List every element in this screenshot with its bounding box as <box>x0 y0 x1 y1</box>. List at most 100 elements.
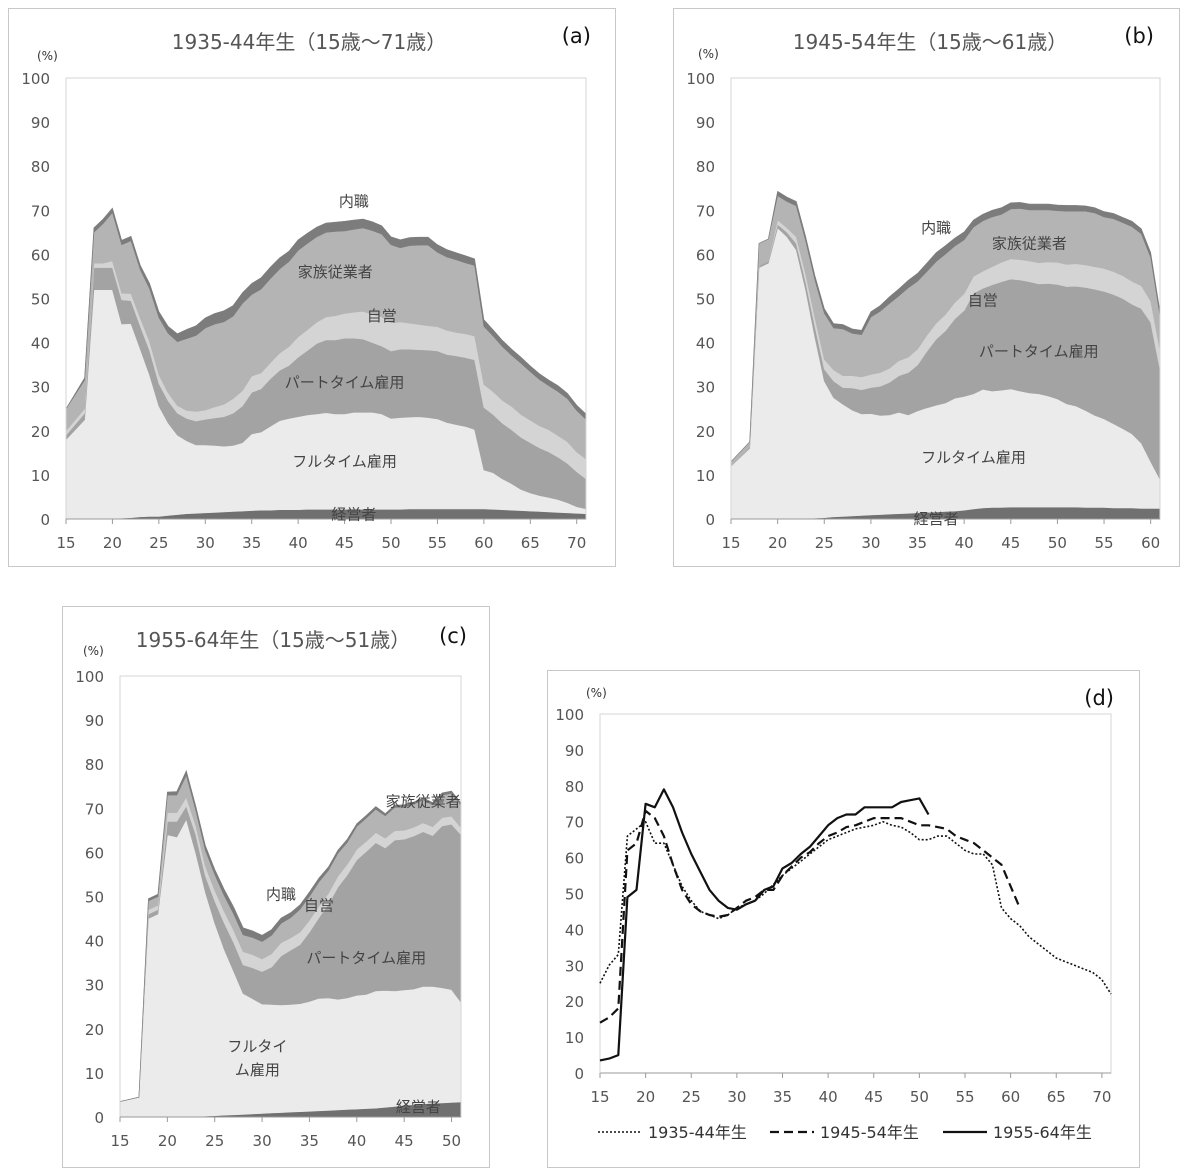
x-tick-label: 50 <box>910 1088 929 1106</box>
chart-d: 0 10 20 30 40 50 60 70 80 90 100 15 20 25 30 35 40 45 50 55… <box>555 686 1114 1142</box>
y-tick-label: 80 <box>31 158 50 176</box>
y-tick-label: 0 <box>705 511 715 529</box>
y-tick-label: 60 <box>696 246 715 264</box>
series-line-0 <box>599 820 1112 995</box>
area-label: 自営 <box>304 896 334 914</box>
y-tick-label: 0 <box>40 511 50 529</box>
area-label: 経営者 <box>396 1098 441 1116</box>
y-tick-label: 0 <box>574 1065 584 1083</box>
x-tick-label: 55 <box>1094 534 1113 552</box>
chart-title: 1955-64年生（15歳～51歳） <box>136 628 410 652</box>
y-tick-label: 60 <box>85 844 104 862</box>
x-tick-label: 25 <box>149 534 168 552</box>
y-tick-label: 90 <box>85 712 104 730</box>
area-label: パートタイム雇用 <box>285 373 405 391</box>
x-tick-label: 45 <box>1001 534 1020 552</box>
x-tick-label: 50 <box>381 534 400 552</box>
panel-label: (c) <box>439 624 467 648</box>
y-tick-label: 90 <box>565 742 584 760</box>
area-label: フルタイ <box>227 1037 287 1055</box>
y-tick-label: 60 <box>565 850 584 868</box>
y-tick-label: 20 <box>31 423 50 441</box>
x-tick-label: 70 <box>567 534 586 552</box>
area-label: 経営者 <box>331 506 376 524</box>
x-tick-label: 55 <box>955 1088 974 1106</box>
x-tick-label: 40 <box>289 534 308 552</box>
y-tick-label: 0 <box>94 1109 104 1127</box>
y-tick-label: 40 <box>85 933 104 951</box>
series-line-2 <box>599 788 930 1062</box>
y-axis-unit: (%) <box>586 686 607 700</box>
x-tick-label: 35 <box>908 534 927 552</box>
y-tick-label: 80 <box>696 158 715 176</box>
x-tick-label: 20 <box>158 1132 177 1150</box>
x-tick-label: 15 <box>110 1132 129 1150</box>
area-label: 内職 <box>339 192 369 210</box>
y-tick-label: 40 <box>696 335 715 353</box>
chart-panel-a: 0 10 20 30 40 50 60 70 80 90 100 15 20 25 30 35 40 45 50 55… <box>8 8 616 567</box>
y-tick-label: 80 <box>85 756 104 774</box>
y-tick-label: 70 <box>31 202 50 220</box>
legend-label: 1935-44年生 <box>648 1123 747 1142</box>
chart-b: 0 10 20 30 40 50 60 70 80 90 100 15 20 25 30 35 40 45 50 55… <box>686 24 1161 552</box>
x-tick-label: 15 <box>721 534 740 552</box>
x-tick-label: 15 <box>56 534 75 552</box>
panel-label: (a) <box>562 24 591 48</box>
x-tick-label: 20 <box>103 534 122 552</box>
x-tick-label: 65 <box>1047 1088 1066 1106</box>
chart-panel-d: 0 10 20 30 40 50 60 70 80 90 100 15 20 25 30 35 40 45 50 55… <box>547 670 1140 1168</box>
area-label: 内職 <box>921 219 951 237</box>
area-label: 自営 <box>367 307 397 325</box>
x-tick-label: 45 <box>395 1132 414 1150</box>
y-tick-label: 20 <box>696 423 715 441</box>
y-tick-label: 90 <box>696 114 715 132</box>
y-tick-label: 50 <box>696 291 715 309</box>
panel-label: (d) <box>1084 686 1114 710</box>
x-tick-label: 35 <box>242 534 261 552</box>
area-label: パートタイム雇用 <box>979 342 1099 360</box>
plot-frame <box>599 713 1112 1074</box>
y-tick-label: 10 <box>85 1065 104 1083</box>
x-tick-label: 50 <box>442 1132 461 1150</box>
x-tick-label: 25 <box>682 1088 701 1106</box>
area-label: 家族従業者 <box>386 793 461 811</box>
x-tick-label: 35 <box>773 1088 792 1106</box>
x-tick-label: 30 <box>727 1088 746 1106</box>
x-tick-label: 40 <box>819 1088 838 1106</box>
chart-panel-c: 0 10 20 30 40 50 60 70 80 90 100 15 20 25 30 35 40 45 50 (%… <box>62 606 490 1168</box>
y-tick-label: 100 <box>75 668 104 686</box>
area-label: 家族従業者 <box>298 263 373 281</box>
y-tick-label: 40 <box>565 921 584 939</box>
chart-title: 1935-44年生（15歳～71歳） <box>172 30 446 54</box>
x-tick-label: 40 <box>955 534 974 552</box>
legend-label: 1945-54年生 <box>820 1123 919 1142</box>
y-tick-label: 30 <box>565 957 584 975</box>
y-tick-label: 100 <box>686 70 715 88</box>
area-label: 家族従業者 <box>992 234 1067 252</box>
y-axis-unit: (%) <box>37 49 58 63</box>
area-label: 自営 <box>968 292 998 310</box>
area-label: ム雇用 <box>235 1061 280 1079</box>
legend-label: 1955-64年生 <box>993 1123 1092 1142</box>
y-tick-label: 70 <box>696 202 715 220</box>
panel-label: (b) <box>1124 24 1154 48</box>
y-tick-label: 40 <box>31 335 50 353</box>
x-tick-label: 60 <box>1001 1088 1020 1106</box>
y-tick-label: 50 <box>31 291 50 309</box>
series-line-1 <box>599 809 1021 1024</box>
x-tick-label: 60 <box>474 534 493 552</box>
y-tick-label: 30 <box>696 379 715 397</box>
x-tick-label: 30 <box>253 1132 272 1150</box>
chart-title: 1945-54年生（15歳～61歳） <box>793 30 1067 54</box>
y-tick-label: 20 <box>565 993 584 1011</box>
y-tick-label: 20 <box>85 1021 104 1039</box>
y-tick-label: 70 <box>565 814 584 832</box>
y-tick-label: 60 <box>31 246 50 264</box>
x-tick-label: 20 <box>768 534 787 552</box>
y-tick-label: 100 <box>555 706 584 724</box>
y-tick-label: 10 <box>31 467 50 485</box>
x-tick-label: 20 <box>636 1088 655 1106</box>
y-tick-label: 100 <box>21 70 50 88</box>
chart-a: 0 10 20 30 40 50 60 70 80 90 100 15 20 25 30 35 40 45 50 55… <box>21 24 591 552</box>
x-tick-label: 30 <box>196 534 215 552</box>
